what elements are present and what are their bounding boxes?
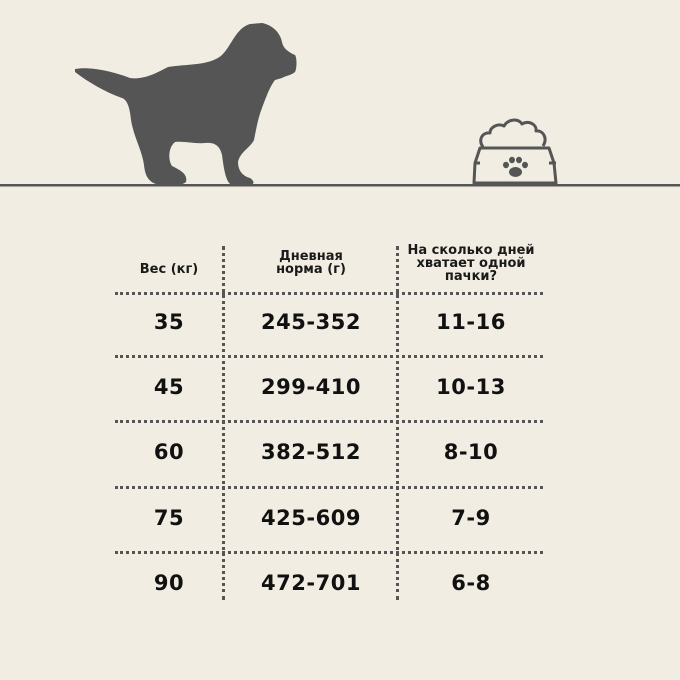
- header-line: На сколько дней: [407, 243, 535, 258]
- cell-days: 10-13: [436, 375, 506, 399]
- header-line: Вес (кг): [139, 262, 199, 277]
- header-line: пачки?: [444, 269, 498, 284]
- cell-weight: 45: [153, 375, 185, 399]
- cell-days: 6-8: [451, 571, 491, 595]
- cell-daily-norm: 472-701: [261, 571, 361, 595]
- row-divider: [115, 551, 543, 554]
- row-divider: [115, 292, 543, 295]
- row-divider: [115, 355, 543, 358]
- cell-days: 7-9: [451, 506, 491, 530]
- cell-days: 11-16: [436, 310, 506, 334]
- puppy-silhouette-icon: [75, 23, 297, 186]
- column-divider: [222, 246, 225, 600]
- paw-print-icon: [503, 156, 528, 177]
- cell-weight: 35: [153, 310, 185, 334]
- ground-line: [0, 184, 680, 187]
- cell-daily-norm: 425-609: [261, 506, 361, 530]
- food-bowl-paw-icon: [472, 118, 558, 185]
- header-days-per-pack: На сколько дней хватает одной пачки?: [399, 244, 543, 283]
- cell-weight: 75: [153, 506, 185, 530]
- column-divider: [396, 246, 399, 600]
- cell-weight: 90: [153, 571, 185, 595]
- header-line: хватает одной: [416, 256, 526, 271]
- header-line: норма (г): [276, 262, 346, 277]
- cell-daily-norm: 382-512: [261, 440, 361, 464]
- cell-daily-norm: 299-410: [261, 375, 361, 399]
- illustration: [0, 23, 680, 187]
- row-divider: [115, 420, 543, 423]
- header-line: Дневная: [279, 249, 343, 264]
- header-weight: Вес (кг): [115, 263, 223, 276]
- cell-daily-norm: 245-352: [261, 310, 361, 334]
- header-daily-norm: Дневная норма (г): [225, 250, 397, 276]
- cell-weight: 60: [153, 440, 185, 464]
- cell-days: 8-10: [443, 440, 499, 464]
- row-divider: [115, 486, 543, 489]
